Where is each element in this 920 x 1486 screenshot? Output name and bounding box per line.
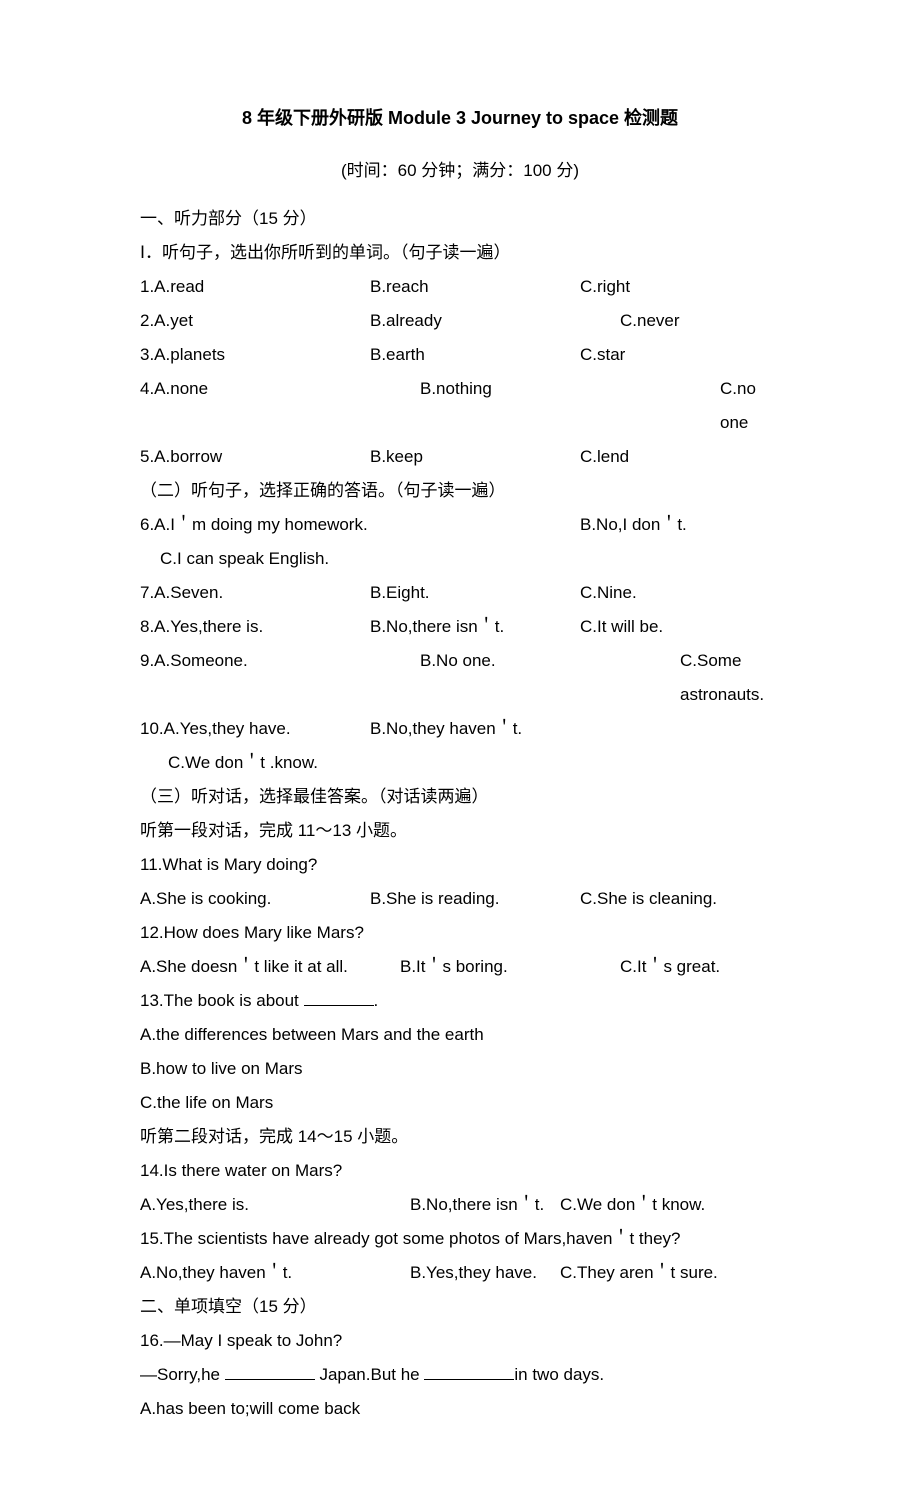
q2-row: 2.A.yet B.already C.never (140, 304, 780, 338)
q12-c: C.It＇s great. (620, 950, 720, 984)
section-2-header: 二、单项填空（15 分） (140, 1290, 780, 1324)
q11-opts: A.She is cooking. B.She is reading. C.Sh… (140, 882, 780, 916)
q14-c: C.We don＇t know. (560, 1188, 705, 1222)
q13-stem-post: . (374, 991, 379, 1010)
section-1-header: 一、听力部分（15 分） (140, 202, 780, 236)
q8-c: C.It will be. (580, 610, 780, 644)
q12-opts: A.She doesn＇t like it at all. B.It＇s bor… (140, 950, 780, 984)
q8-b: B.No,there isn＇t. (370, 610, 580, 644)
q9-b: B.No one. (370, 644, 630, 712)
q2-b: B.already (370, 304, 580, 338)
q15-opts: A.No,they haven＇t. B.Yes,they have. C.Th… (140, 1256, 780, 1290)
q10-c: C.We don＇t .know. (140, 746, 780, 780)
q1-row: 1.A.read B.reach C.right (140, 270, 780, 304)
page-title: 8 年级下册外研版 Module 3 Journey to space 检测题 (140, 100, 780, 136)
q6-a: 6.A.I＇m doing my homework. (140, 508, 580, 542)
q10-a: 10.A.Yes,they have. (140, 712, 370, 746)
q4-b: B.nothing (370, 372, 630, 440)
q3-b: B.earth (370, 338, 580, 372)
q5-b: B.keep (370, 440, 580, 474)
q15-a: A.No,they haven＇t. (140, 1256, 410, 1290)
q6-row1: 6.A.I＇m doing my homework. B.No,I don＇t. (140, 508, 780, 542)
q2-c: C.never (580, 304, 780, 338)
q5-a: 5.A.borrow (140, 440, 370, 474)
q3-row: 3.A.planets B.earth C.star (140, 338, 780, 372)
dialog1-intro: 听第一段对话，完成 11～13 小题。 (140, 814, 780, 848)
q7-a: 7.A.Seven. (140, 576, 370, 610)
q15-b: B.Yes,they have. (410, 1256, 560, 1290)
q14-a: A.Yes,there is. (140, 1188, 410, 1222)
q16-line2: —Sorry,he Japan.But he in two days. (140, 1358, 780, 1392)
q4-row: 4.A.none B.nothing C.no one (140, 372, 780, 440)
q8-row: 8.A.Yes,there is. B.No,there isn＇t. C.It… (140, 610, 780, 644)
q16-line1: 16.—May I speak to John? (140, 1324, 780, 1358)
q10-row1: 10.A.Yes,they have. B.No,they haven＇t. (140, 712, 780, 746)
q11-c: C.She is cleaning. (580, 882, 780, 916)
q5-c: C.lend (580, 440, 780, 474)
q3-a: 3.A.planets (140, 338, 370, 372)
q14-b: B.No,there isn＇t. (410, 1188, 560, 1222)
q7-c: C.Nine. (580, 576, 780, 610)
q16-line2-pre: —Sorry,he (140, 1365, 225, 1384)
q15-c: C.They aren＇t sure. (560, 1256, 718, 1290)
q4-a: 4.A.none (140, 372, 370, 440)
q16-line2-post: in two days. (514, 1365, 604, 1384)
q9-row: 9.A.Someone. B.No one. C.Some astronauts… (140, 644, 780, 712)
q14-stem: 14.Is there water on Mars? (140, 1154, 780, 1188)
exam-page: 8 年级下册外研版 Module 3 Journey to space 检测题 … (0, 0, 920, 1486)
q14-opts: A.Yes,there is. B.No,there isn＇t. C.We d… (140, 1188, 780, 1222)
q3-c: C.star (580, 338, 780, 372)
q9-a: 9.A.Someone. (140, 644, 370, 712)
q1-a: 1.A.read (140, 270, 370, 304)
q12-stem: 12.How does Mary like Mars? (140, 916, 780, 950)
section-1-2-header: （二）听句子，选择正确的答语。（句子读一遍） (140, 474, 780, 508)
q7-b: B.Eight. (370, 576, 580, 610)
q11-a: A.She is cooking. (140, 882, 370, 916)
q12-a: A.She doesn＇t like it at all. (140, 950, 400, 984)
q13-a: A.the differences between Mars and the e… (140, 1018, 780, 1052)
q13-stem: 13.The book is about . (140, 984, 780, 1018)
q12-b: B.It＇s boring. (400, 950, 620, 984)
blank-fill (304, 988, 374, 1006)
page-subtitle: (时间：60 分钟；满分：100 分) (140, 154, 780, 188)
q1-b: B.reach (370, 270, 580, 304)
q15-stem: 15.The scientists have already got some … (140, 1222, 780, 1256)
q7-row: 7.A.Seven. B.Eight. C.Nine. (140, 576, 780, 610)
q13-stem-pre: 13.The book is about (140, 991, 304, 1010)
q9-c: C.Some astronauts. (630, 644, 780, 712)
blank-fill (424, 1362, 514, 1380)
q8-a: 8.A.Yes,there is. (140, 610, 370, 644)
q16-a: A.has been to;will come back (140, 1392, 780, 1426)
q6-b: B.No,I don＇t. (580, 508, 687, 542)
dialog2-intro: 听第二段对话，完成 14～15 小题。 (140, 1120, 780, 1154)
q2-a: 2.A.yet (140, 304, 370, 338)
q5-row: 5.A.borrow B.keep C.lend (140, 440, 780, 474)
q4-c: C.no one (630, 372, 780, 440)
q1-c: C.right (580, 270, 780, 304)
blank-fill (225, 1362, 315, 1380)
q6-c: C.I can speak English. (140, 542, 780, 576)
q11-b: B.She is reading. (370, 882, 580, 916)
q11-stem: 11.What is Mary doing? (140, 848, 780, 882)
q10-b: B.No,they haven＇t. (370, 712, 580, 746)
q13-b: B.how to live on Mars (140, 1052, 780, 1086)
q13-c: C.the life on Mars (140, 1086, 780, 1120)
section-1-1-header: Ⅰ．听句子，选出你所听到的单词。（句子读一遍） (140, 236, 780, 270)
section-1-3-header: （三）听对话，选择最佳答案。（对话读两遍） (140, 780, 780, 814)
q16-line2-mid: Japan.But he (315, 1365, 425, 1384)
